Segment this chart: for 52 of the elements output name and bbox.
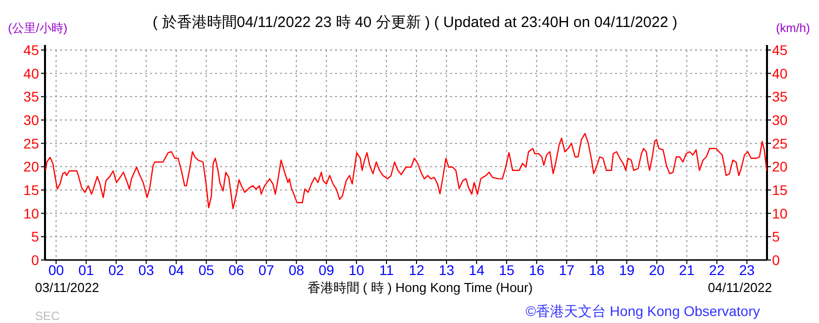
- y-tick-label: 20: [23, 158, 40, 175]
- x-tick-label: 21: [679, 262, 695, 278]
- y-tick-label: 5: [31, 228, 40, 245]
- x-tick-label: 20: [648, 262, 665, 278]
- x-tick-label: 06: [228, 262, 244, 278]
- y-tick-label: 30: [23, 112, 40, 128]
- x-tick-label: 16: [528, 262, 545, 278]
- y2-axis-title: (km/h): [776, 21, 810, 35]
- y2-tick-label: 15: [772, 182, 788, 198]
- y2-tick-label: 30: [772, 112, 788, 128]
- x-tick-label: 01: [78, 262, 94, 278]
- text: SEC: [35, 309, 60, 323]
- y-axis-title: (公里/小時): [8, 21, 68, 35]
- y2-tick-label: 5: [772, 228, 780, 245]
- x-tick-label: 23: [739, 262, 755, 278]
- y-tick-label: 35: [23, 88, 40, 105]
- x-tick-label: 13: [438, 262, 455, 278]
- text: 04/11/2022: [708, 280, 772, 295]
- chart-title: ( 於香港時間04/11/2022 23 時 40 分更新 ) ( Updated at 23:40H on 04/11/2022 ): [152, 14, 678, 31]
- text: ©香港天文台 Hong Kong Observatory: [526, 303, 760, 319]
- x-tick-label: 14: [468, 262, 485, 278]
- y-tick-label: 10: [23, 205, 40, 222]
- x-tick-label: 15: [498, 262, 515, 278]
- x-tick-label: 17: [558, 262, 575, 278]
- y-tick-label: 45: [23, 42, 40, 58]
- x-axis-title: 香港時間 ( 時 ) Hong Kong Time (Hour): [307, 280, 533, 295]
- x-tick-label: 04: [168, 262, 184, 278]
- x-tick-label: 03: [138, 262, 154, 278]
- x-tick-label: 19: [618, 262, 635, 278]
- x-tick-label: 05: [198, 262, 214, 278]
- y2-tick-label: 40: [772, 65, 788, 82]
- x-tick-label: 18: [588, 262, 605, 278]
- y2-tick-label: 20: [772, 158, 788, 175]
- y2-tick-label: 45: [772, 42, 788, 58]
- x-tick-label: 07: [258, 262, 274, 278]
- x-tick-label: 10: [348, 262, 364, 278]
- x-tick-label: 02: [108, 262, 124, 278]
- x-tick-label: 09: [318, 262, 334, 278]
- y2-tick-label: 10: [772, 205, 788, 222]
- x-tick-label: 00: [48, 262, 64, 278]
- text: 03/11/2022: [35, 280, 100, 295]
- y-tick-label: 25: [23, 135, 40, 152]
- y2-tick-label: 25: [772, 135, 788, 152]
- x-tick-label: 08: [288, 262, 304, 278]
- y-tick-label: 0: [31, 252, 40, 268]
- x-tick-label: 12: [408, 262, 425, 278]
- x-tick-label: 22: [709, 262, 725, 278]
- x-tick-label: 11: [379, 262, 394, 278]
- y-tick-label: 15: [23, 182, 40, 198]
- y2-tick-label: 35: [772, 88, 788, 105]
- y-tick-label: 40: [23, 65, 40, 82]
- y2-tick-label: 0: [772, 252, 780, 268]
